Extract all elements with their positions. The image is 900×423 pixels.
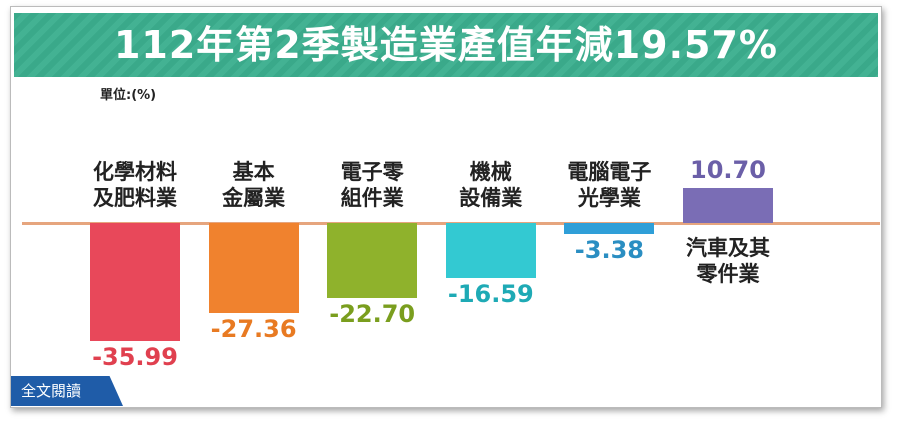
value-label: 10.70 [690,155,766,184]
category-label: 電子零 組件業 [340,160,404,211]
category-label: 化學材料 及肥料業 [93,160,177,211]
bar [445,223,536,278]
value-label: -22.70 [329,299,416,328]
bar [683,187,773,224]
title-band [14,13,878,77]
category-label: 基本 金屬業 [222,160,286,211]
bar [90,223,180,342]
chart-title: 112年第2季製造業產值年減19.57% [113,23,779,67]
value-label: -3.38 [574,236,644,265]
bar [327,223,418,298]
category-label: 電腦電子 光學業 [567,160,652,211]
value-label: -35.99 [92,343,178,372]
bar [208,223,299,313]
read-more-button[interactable]: 全文閱讀 [11,376,123,406]
bar [564,223,655,235]
value-label: -16.59 [447,279,534,308]
category-label: 機械 設備業 [459,160,523,211]
unit-label: 單位:(%) [100,88,157,103]
category-label: 汽車及其 零件業 [686,236,770,287]
value-label: -27.36 [210,315,297,343]
